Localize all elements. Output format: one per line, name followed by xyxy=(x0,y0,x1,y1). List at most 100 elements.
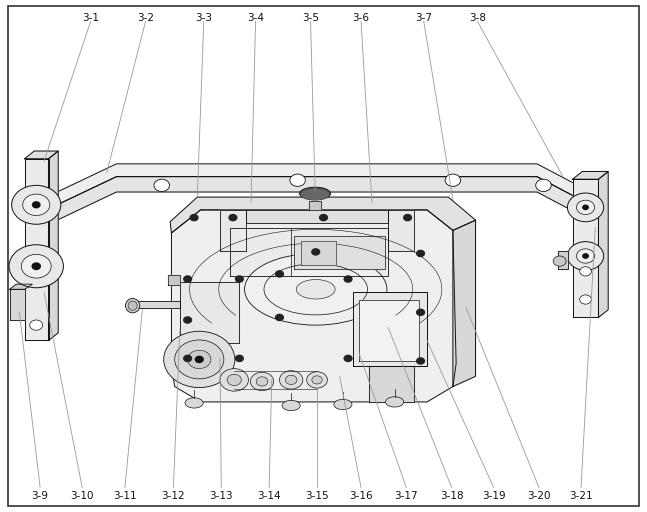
Circle shape xyxy=(23,194,50,216)
Circle shape xyxy=(553,256,566,266)
Circle shape xyxy=(256,377,268,386)
Circle shape xyxy=(307,372,327,388)
Polygon shape xyxy=(25,151,58,159)
Ellipse shape xyxy=(128,301,137,310)
Polygon shape xyxy=(168,275,180,285)
Circle shape xyxy=(404,215,411,221)
Polygon shape xyxy=(25,159,49,340)
Circle shape xyxy=(417,358,424,364)
Polygon shape xyxy=(573,172,608,179)
Text: 3-5: 3-5 xyxy=(302,13,319,23)
Circle shape xyxy=(580,295,591,304)
Polygon shape xyxy=(49,151,58,340)
Ellipse shape xyxy=(300,187,331,200)
Circle shape xyxy=(195,356,203,362)
Circle shape xyxy=(227,374,241,386)
Polygon shape xyxy=(359,300,419,361)
Polygon shape xyxy=(558,251,568,269)
Circle shape xyxy=(184,355,192,361)
Polygon shape xyxy=(388,210,414,251)
Circle shape xyxy=(188,350,211,369)
Circle shape xyxy=(32,202,40,208)
Ellipse shape xyxy=(282,400,300,411)
Circle shape xyxy=(12,185,61,224)
Circle shape xyxy=(30,320,43,330)
Polygon shape xyxy=(369,366,414,402)
Circle shape xyxy=(312,249,320,255)
Polygon shape xyxy=(598,172,608,317)
Circle shape xyxy=(312,376,322,384)
Text: 3-10: 3-10 xyxy=(71,490,94,501)
Ellipse shape xyxy=(301,189,329,200)
Polygon shape xyxy=(246,210,388,223)
Circle shape xyxy=(9,245,63,288)
Text: 3-13: 3-13 xyxy=(210,490,233,501)
Circle shape xyxy=(229,215,237,221)
Ellipse shape xyxy=(334,399,352,410)
Polygon shape xyxy=(171,210,456,402)
Text: 3-3: 3-3 xyxy=(195,13,212,23)
Polygon shape xyxy=(10,284,32,289)
Circle shape xyxy=(154,179,170,191)
Text: 3-11: 3-11 xyxy=(113,490,137,501)
Circle shape xyxy=(184,276,192,282)
Circle shape xyxy=(417,309,424,315)
Circle shape xyxy=(236,355,243,361)
Text: 3-15: 3-15 xyxy=(305,490,329,501)
Polygon shape xyxy=(294,236,385,269)
Circle shape xyxy=(576,249,595,263)
Circle shape xyxy=(536,179,551,191)
Circle shape xyxy=(344,355,352,361)
Circle shape xyxy=(344,276,352,282)
Polygon shape xyxy=(453,220,476,387)
Text: 3-16: 3-16 xyxy=(349,490,373,501)
Polygon shape xyxy=(353,292,427,366)
Polygon shape xyxy=(220,210,246,251)
Circle shape xyxy=(583,254,588,258)
Circle shape xyxy=(276,314,283,321)
Polygon shape xyxy=(52,164,605,212)
Text: 3-2: 3-2 xyxy=(137,13,154,23)
Circle shape xyxy=(190,215,198,221)
Text: 3-8: 3-8 xyxy=(469,13,486,23)
Polygon shape xyxy=(10,289,25,320)
Circle shape xyxy=(184,317,192,323)
Polygon shape xyxy=(180,282,239,343)
Circle shape xyxy=(250,372,274,391)
Text: 3-1: 3-1 xyxy=(82,13,99,23)
Polygon shape xyxy=(573,179,598,317)
Circle shape xyxy=(220,369,248,391)
Circle shape xyxy=(417,250,424,257)
Polygon shape xyxy=(52,177,605,228)
Circle shape xyxy=(285,375,297,385)
Circle shape xyxy=(580,267,591,276)
Circle shape xyxy=(236,276,243,282)
Ellipse shape xyxy=(296,280,335,299)
Text: 3-20: 3-20 xyxy=(527,490,551,501)
Circle shape xyxy=(567,193,604,222)
Circle shape xyxy=(32,263,40,269)
Circle shape xyxy=(583,205,588,209)
Circle shape xyxy=(290,174,305,186)
Text: 3-14: 3-14 xyxy=(258,490,281,501)
Text: 3-18: 3-18 xyxy=(440,490,463,501)
Text: 3-6: 3-6 xyxy=(353,13,369,23)
Ellipse shape xyxy=(126,298,140,313)
Ellipse shape xyxy=(245,253,387,325)
Circle shape xyxy=(280,371,303,389)
Polygon shape xyxy=(170,197,476,233)
Circle shape xyxy=(276,271,283,277)
Circle shape xyxy=(567,242,604,270)
Ellipse shape xyxy=(386,397,404,407)
Circle shape xyxy=(164,331,235,388)
Circle shape xyxy=(175,340,224,379)
Circle shape xyxy=(21,254,51,278)
Text: 3-4: 3-4 xyxy=(247,13,264,23)
Circle shape xyxy=(576,200,595,215)
Text: 3-9: 3-9 xyxy=(32,490,49,501)
Ellipse shape xyxy=(185,398,203,408)
Circle shape xyxy=(445,174,461,186)
Text: 3-21: 3-21 xyxy=(569,490,593,501)
Polygon shape xyxy=(136,301,180,308)
Text: 3-17: 3-17 xyxy=(395,490,418,501)
